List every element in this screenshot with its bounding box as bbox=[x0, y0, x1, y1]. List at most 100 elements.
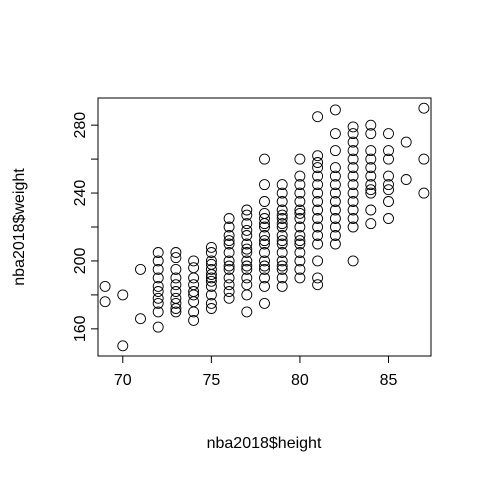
data-point bbox=[365, 179, 377, 191]
data-point bbox=[223, 230, 235, 241]
data-point bbox=[223, 272, 235, 284]
data-point bbox=[294, 255, 306, 267]
data-point bbox=[241, 247, 253, 258]
data-point bbox=[152, 297, 164, 309]
data-point bbox=[135, 313, 146, 325]
data-point bbox=[329, 221, 341, 233]
data-point bbox=[294, 153, 306, 165]
data-point bbox=[276, 280, 288, 292]
data-point bbox=[223, 255, 235, 267]
data-points bbox=[99, 102, 430, 352]
data-point bbox=[152, 255, 164, 267]
data-point bbox=[294, 196, 306, 207]
data-point bbox=[347, 179, 359, 191]
data-point bbox=[312, 230, 324, 241]
data-point bbox=[259, 272, 270, 284]
data-point bbox=[329, 162, 341, 174]
y-axis: 160 200 240 280 bbox=[72, 112, 99, 342]
data-point bbox=[347, 204, 359, 216]
data-point bbox=[223, 247, 235, 258]
data-point bbox=[329, 187, 341, 199]
data-point bbox=[259, 255, 270, 267]
data-point bbox=[329, 196, 341, 207]
y-axis-title: nba2018$weight bbox=[11, 168, 28, 286]
data-point bbox=[329, 179, 341, 191]
data-point bbox=[365, 119, 377, 131]
data-point bbox=[152, 263, 164, 275]
x-tick-label: 80 bbox=[291, 372, 309, 389]
data-point bbox=[152, 247, 164, 258]
data-point bbox=[276, 204, 288, 216]
data-point bbox=[170, 272, 182, 284]
data-point bbox=[365, 162, 377, 174]
y-tick-label: 200 bbox=[72, 248, 89, 275]
data-point bbox=[188, 289, 200, 301]
data-point bbox=[259, 218, 270, 230]
data-point bbox=[294, 204, 306, 216]
data-point bbox=[383, 196, 394, 207]
data-point bbox=[152, 306, 164, 318]
data-point bbox=[312, 170, 324, 182]
data-point bbox=[170, 286, 182, 297]
data-point bbox=[365, 170, 377, 182]
data-point bbox=[276, 263, 288, 275]
x-tick-label: 85 bbox=[380, 372, 398, 389]
data-point bbox=[152, 321, 164, 333]
data-point bbox=[276, 209, 288, 221]
data-point bbox=[347, 255, 359, 267]
data-point bbox=[312, 187, 324, 199]
data-point bbox=[329, 213, 341, 224]
data-point bbox=[329, 128, 341, 140]
data-point bbox=[241, 255, 253, 267]
data-point bbox=[276, 218, 288, 230]
data-point bbox=[205, 263, 217, 275]
data-point bbox=[365, 184, 377, 196]
x-axis: 70 75 80 85 bbox=[114, 355, 398, 389]
data-point bbox=[241, 230, 253, 241]
data-point bbox=[294, 179, 306, 191]
data-point bbox=[205, 280, 217, 292]
data-point bbox=[347, 153, 359, 165]
data-point bbox=[400, 136, 412, 148]
data-point bbox=[329, 170, 341, 182]
data-point bbox=[400, 174, 412, 185]
data-point bbox=[241, 263, 253, 275]
data-point bbox=[241, 272, 253, 284]
data-point bbox=[152, 272, 164, 284]
data-point bbox=[241, 204, 253, 216]
data-point bbox=[205, 297, 217, 309]
data-point bbox=[205, 247, 217, 258]
data-point bbox=[205, 303, 217, 314]
data-point bbox=[205, 289, 217, 301]
data-point bbox=[383, 153, 394, 165]
data-point bbox=[294, 187, 306, 199]
data-point bbox=[223, 263, 235, 275]
data-point bbox=[347, 136, 359, 148]
data-point bbox=[312, 272, 324, 284]
data-point bbox=[418, 153, 430, 165]
data-point bbox=[312, 204, 324, 216]
data-point bbox=[276, 272, 288, 284]
y-tick-label: 160 bbox=[72, 315, 89, 342]
data-point bbox=[259, 230, 270, 241]
data-point bbox=[347, 187, 359, 199]
data-point bbox=[418, 187, 430, 199]
data-point bbox=[276, 238, 288, 250]
data-point bbox=[347, 196, 359, 207]
data-point bbox=[259, 238, 270, 250]
data-point bbox=[241, 289, 253, 301]
data-point bbox=[170, 303, 182, 314]
data-point bbox=[294, 170, 306, 182]
data-point bbox=[418, 102, 430, 114]
data-point bbox=[329, 230, 341, 241]
data-point bbox=[259, 260, 270, 272]
data-point bbox=[276, 221, 288, 233]
data-point bbox=[223, 260, 235, 272]
y-tick-label: 240 bbox=[72, 180, 89, 207]
data-point bbox=[294, 207, 306, 219]
data-point bbox=[241, 260, 253, 272]
data-point bbox=[312, 221, 324, 233]
data-point bbox=[188, 306, 200, 318]
data-point bbox=[188, 296, 200, 308]
